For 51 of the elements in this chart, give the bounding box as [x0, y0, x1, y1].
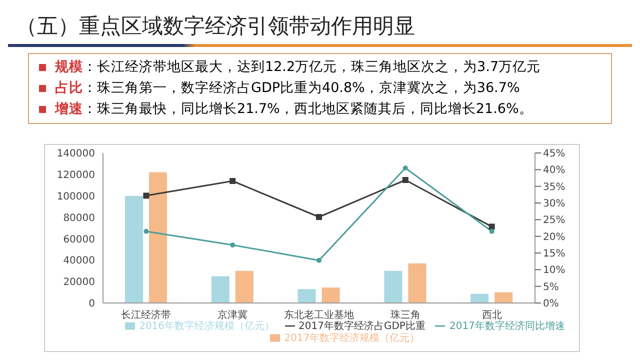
y2-tick-label: 5%	[543, 282, 559, 293]
y-tick-label: 140000	[56, 148, 95, 160]
bar	[298, 289, 316, 303]
text: 增速：珠三角最快，同比增长21.7%，西北地区紧随其后，同比增长21.6%。	[55, 101, 533, 117]
bar	[322, 287, 340, 303]
point	[402, 177, 408, 183]
point	[489, 228, 494, 234]
bar	[235, 270, 254, 303]
y2-tick-label: 20%	[543, 232, 566, 243]
legend-label: 2017年数字经济同比增速	[449, 321, 565, 332]
bar	[125, 196, 143, 303]
y2-tick-label: 0%	[543, 298, 559, 310]
y-tick-label: 120000	[56, 170, 95, 181]
y-tick-label: 0	[88, 298, 95, 310]
chart-title: （五）重点区域数字经济引领带动作用明显	[15, 13, 416, 40]
y-tick-label: 60000	[63, 234, 95, 246]
point	[143, 192, 150, 199]
point	[230, 242, 236, 248]
point	[402, 166, 408, 170]
x-tick-label: 京津冀	[218, 309, 248, 322]
bar	[408, 263, 426, 303]
y2-tick-label: 15%	[543, 248, 566, 260]
x-tick-label: 珠三角	[390, 309, 420, 322]
x-tick-label: 东北老工业基地	[284, 309, 354, 322]
point	[230, 178, 236, 184]
y2-tick-label: 30%	[543, 198, 566, 210]
y-tick-label: 40000	[63, 256, 95, 267]
point	[488, 224, 495, 230]
text: 规模：长江经济带地区最大，达到12.2万亿元，珠三角地区次之，为3.7万亿元	[55, 59, 541, 75]
x-tick-label: 长江经济带	[121, 309, 172, 322]
text: 占比：珠三角第一，数字经济占GDP比重为40.8%，京津冀次之，为36.7%	[55, 80, 520, 96]
y2-tick-label: 40%	[543, 165, 566, 176]
y-tick-label: 80000	[63, 212, 95, 224]
bar	[149, 172, 167, 303]
y2-tick-label: 35%	[543, 182, 566, 193]
y2-tick-label: 45%	[543, 148, 566, 160]
legend-label: 2016年数字经济规模（亿元）	[139, 321, 275, 332]
y2-tick-label: 25%	[543, 215, 566, 226]
bar	[211, 276, 230, 303]
point	[316, 258, 322, 263]
x-tick-label: 西北	[482, 309, 502, 322]
y-tick-label: 20000	[63, 277, 95, 288]
point	[316, 214, 322, 220]
bar	[384, 270, 402, 303]
bar	[470, 294, 489, 303]
legend-label: 2017年数字经济占GDP比重	[298, 321, 426, 332]
bar	[494, 292, 513, 303]
point	[144, 228, 149, 234]
y2-tick-label: 10%	[543, 265, 566, 276]
y-tick-label: 100000	[56, 191, 95, 202]
legend-label: 2017年数字经济规模（亿元）	[284, 333, 420, 344]
